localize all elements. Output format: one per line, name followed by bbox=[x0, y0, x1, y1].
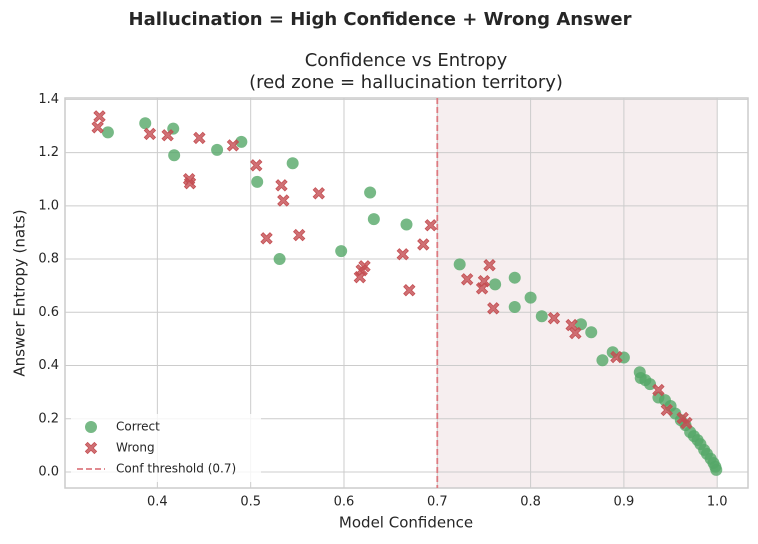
data-point bbox=[312, 187, 325, 200]
x-axis-label: Model Confidence bbox=[339, 514, 473, 532]
data-point bbox=[483, 259, 496, 272]
data-point bbox=[508, 271, 521, 284]
chart-subtitle: (red zone = hallucination territory) bbox=[249, 72, 563, 93]
y-tick-label: 1.0 bbox=[38, 198, 59, 213]
data-point bbox=[489, 278, 502, 291]
hallucination-zone bbox=[437, 98, 718, 488]
data-point bbox=[710, 463, 723, 476]
data-point bbox=[524, 291, 537, 304]
legend: Correct Wrong Conf threshold (0.7) bbox=[71, 414, 261, 482]
data-point bbox=[547, 311, 561, 325]
data-point bbox=[477, 274, 491, 288]
data-point bbox=[235, 135, 248, 148]
data-point bbox=[487, 302, 500, 315]
data-point bbox=[680, 416, 693, 430]
y-tick-label: 0.2 bbox=[38, 411, 59, 426]
x-tick-label: 0.4 bbox=[147, 495, 168, 510]
data-point bbox=[508, 300, 521, 313]
data-point bbox=[293, 228, 306, 242]
data-point bbox=[193, 131, 206, 145]
data-point bbox=[424, 219, 437, 232]
y-axis-label: Answer Entropy (nats) bbox=[11, 209, 29, 376]
x-tick-label: 0.7 bbox=[427, 495, 448, 510]
x-tick-label: 0.9 bbox=[614, 495, 635, 510]
data-point bbox=[652, 383, 665, 397]
data-point bbox=[460, 273, 474, 286]
data-point bbox=[260, 232, 273, 245]
data-point bbox=[596, 354, 609, 367]
data-point bbox=[610, 350, 623, 364]
data-point bbox=[183, 177, 197, 190]
legend-label: Correct bbox=[116, 420, 160, 434]
x-tick-label: 1.0 bbox=[707, 495, 728, 510]
data-point bbox=[168, 149, 181, 162]
data-point bbox=[93, 110, 106, 123]
data-point bbox=[139, 117, 152, 130]
data-point bbox=[101, 126, 114, 139]
data-point bbox=[417, 238, 430, 251]
data-point bbox=[367, 213, 380, 226]
suptitle: Hallucination = High Confidence + Wrong … bbox=[129, 9, 632, 30]
data-point bbox=[275, 179, 288, 192]
y-tick-label: 0.4 bbox=[38, 358, 59, 373]
plot-frame bbox=[64, 97, 749, 489]
data-point bbox=[273, 253, 286, 266]
legend-marker bbox=[85, 421, 97, 433]
data-point bbox=[453, 258, 466, 271]
data-point bbox=[226, 139, 240, 152]
data-point bbox=[396, 248, 409, 261]
data-point bbox=[143, 127, 157, 141]
data-point bbox=[335, 245, 348, 258]
data-point bbox=[91, 121, 104, 134]
legend-marker bbox=[84, 441, 98, 455]
chart-title: Confidence vs Entropy bbox=[305, 50, 508, 71]
data-point bbox=[251, 175, 264, 188]
data-point bbox=[660, 403, 673, 417]
data-point bbox=[403, 284, 416, 297]
data-point bbox=[585, 326, 598, 339]
data-point bbox=[211, 143, 224, 156]
y-tick-label: 1.2 bbox=[38, 145, 59, 160]
data-point bbox=[161, 129, 174, 142]
legend-label: Conf threshold (0.7) bbox=[116, 462, 236, 476]
x-tick-label: 0.6 bbox=[334, 495, 355, 510]
data-point bbox=[277, 194, 290, 207]
data-point bbox=[358, 260, 371, 273]
data-point bbox=[574, 318, 587, 331]
data-point bbox=[250, 159, 263, 172]
data-point bbox=[400, 218, 413, 231]
legend-label: Wrong bbox=[116, 441, 155, 455]
legend-box bbox=[71, 414, 261, 482]
data-point bbox=[535, 310, 548, 323]
y-tick-label: 0.6 bbox=[38, 305, 59, 320]
data-point bbox=[364, 186, 377, 199]
y-tick-label: 0.0 bbox=[38, 465, 59, 480]
y-tick-label: 0.8 bbox=[38, 252, 59, 267]
x-tick-label: 0.8 bbox=[520, 495, 541, 510]
y-tick-label: 1.4 bbox=[38, 92, 59, 107]
data-point bbox=[569, 326, 582, 340]
data-point bbox=[286, 157, 299, 170]
x-tick-label: 0.5 bbox=[240, 495, 261, 510]
